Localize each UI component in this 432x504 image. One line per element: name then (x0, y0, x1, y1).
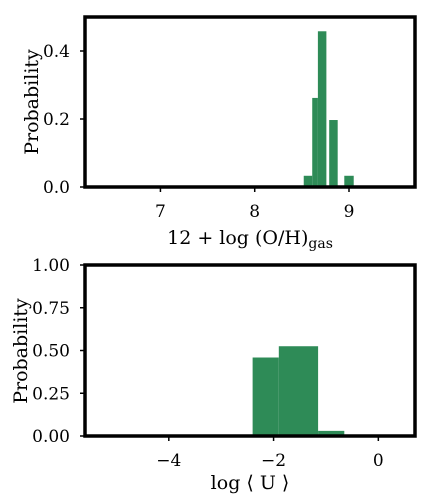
metallicity-x-tick-label-1: 8 (249, 202, 260, 222)
ionization-y-tick-label-0: 0.00 (32, 427, 70, 447)
metallicity-y-tick-label-0: 0.0 (43, 178, 70, 198)
metallicity-bar-2 (317, 31, 327, 188)
metallicity-x-axis-label-main: 12 + log (O/H) (167, 227, 308, 249)
metallicity-bar-0 (303, 175, 313, 187)
metallicity-bar-3 (329, 120, 338, 187)
ionization-bar-1 (278, 346, 319, 436)
metallicity-y-axis-label: Probability (21, 49, 43, 155)
ionization-x-tick-label-0: −4 (156, 451, 181, 471)
ionization-y-tick-label-1: 0.25 (32, 384, 70, 404)
metallicity-x-axis-label-subscript: gas (308, 236, 333, 252)
ionization-bar-0 (252, 357, 279, 436)
ionization-bars (252, 346, 345, 436)
ionization-y-axis-label: Probability (10, 298, 32, 404)
metallicity-axes-frame (83, 15, 417, 189)
metallicity-bars (303, 31, 354, 188)
metallicity-ticks: 7 8 9 0.0 0.2 0.4 (43, 42, 354, 222)
metallicity-x-tick-label-0: 7 (155, 202, 166, 222)
metallicity-bar-4 (344, 175, 354, 187)
ionization-x-axis-label: log ⟨ U ⟩ (211, 472, 290, 494)
ionization-x-tick-label-2: 0 (373, 451, 384, 471)
ionization-y-tick-label-2: 0.50 (32, 342, 70, 362)
ionization-y-tick-label-3: 0.75 (32, 299, 70, 319)
ionization-axes-frame (83, 263, 417, 438)
metallicity-x-tick-label-2: 9 (344, 202, 355, 222)
ionization-x-tick-label-1: −2 (261, 451, 286, 471)
ionization-bar-2 (318, 430, 345, 436)
metallicity-y-tick-label-1: 0.2 (43, 110, 70, 130)
ionization-ticks: −4 −2 0 0.00 0.25 0.50 0.75 1.00 (32, 256, 384, 471)
metallicity-bar-1 (312, 97, 318, 187)
metallicity-histogram-panel: 7 8 9 0.0 0.2 0.4 Probability 12 + log (O/H)g… (21, 15, 417, 252)
ionization-histogram-panel: −4 −2 0 0.00 0.25 0.50 0.75 1.00 Probability lo… (10, 256, 417, 494)
ionization-y-tick-label-4: 1.00 (32, 256, 70, 276)
metallicity-x-axis-label: 12 + log (O/H)gas (167, 227, 333, 252)
metallicity-y-tick-label-2: 0.4 (43, 42, 70, 62)
